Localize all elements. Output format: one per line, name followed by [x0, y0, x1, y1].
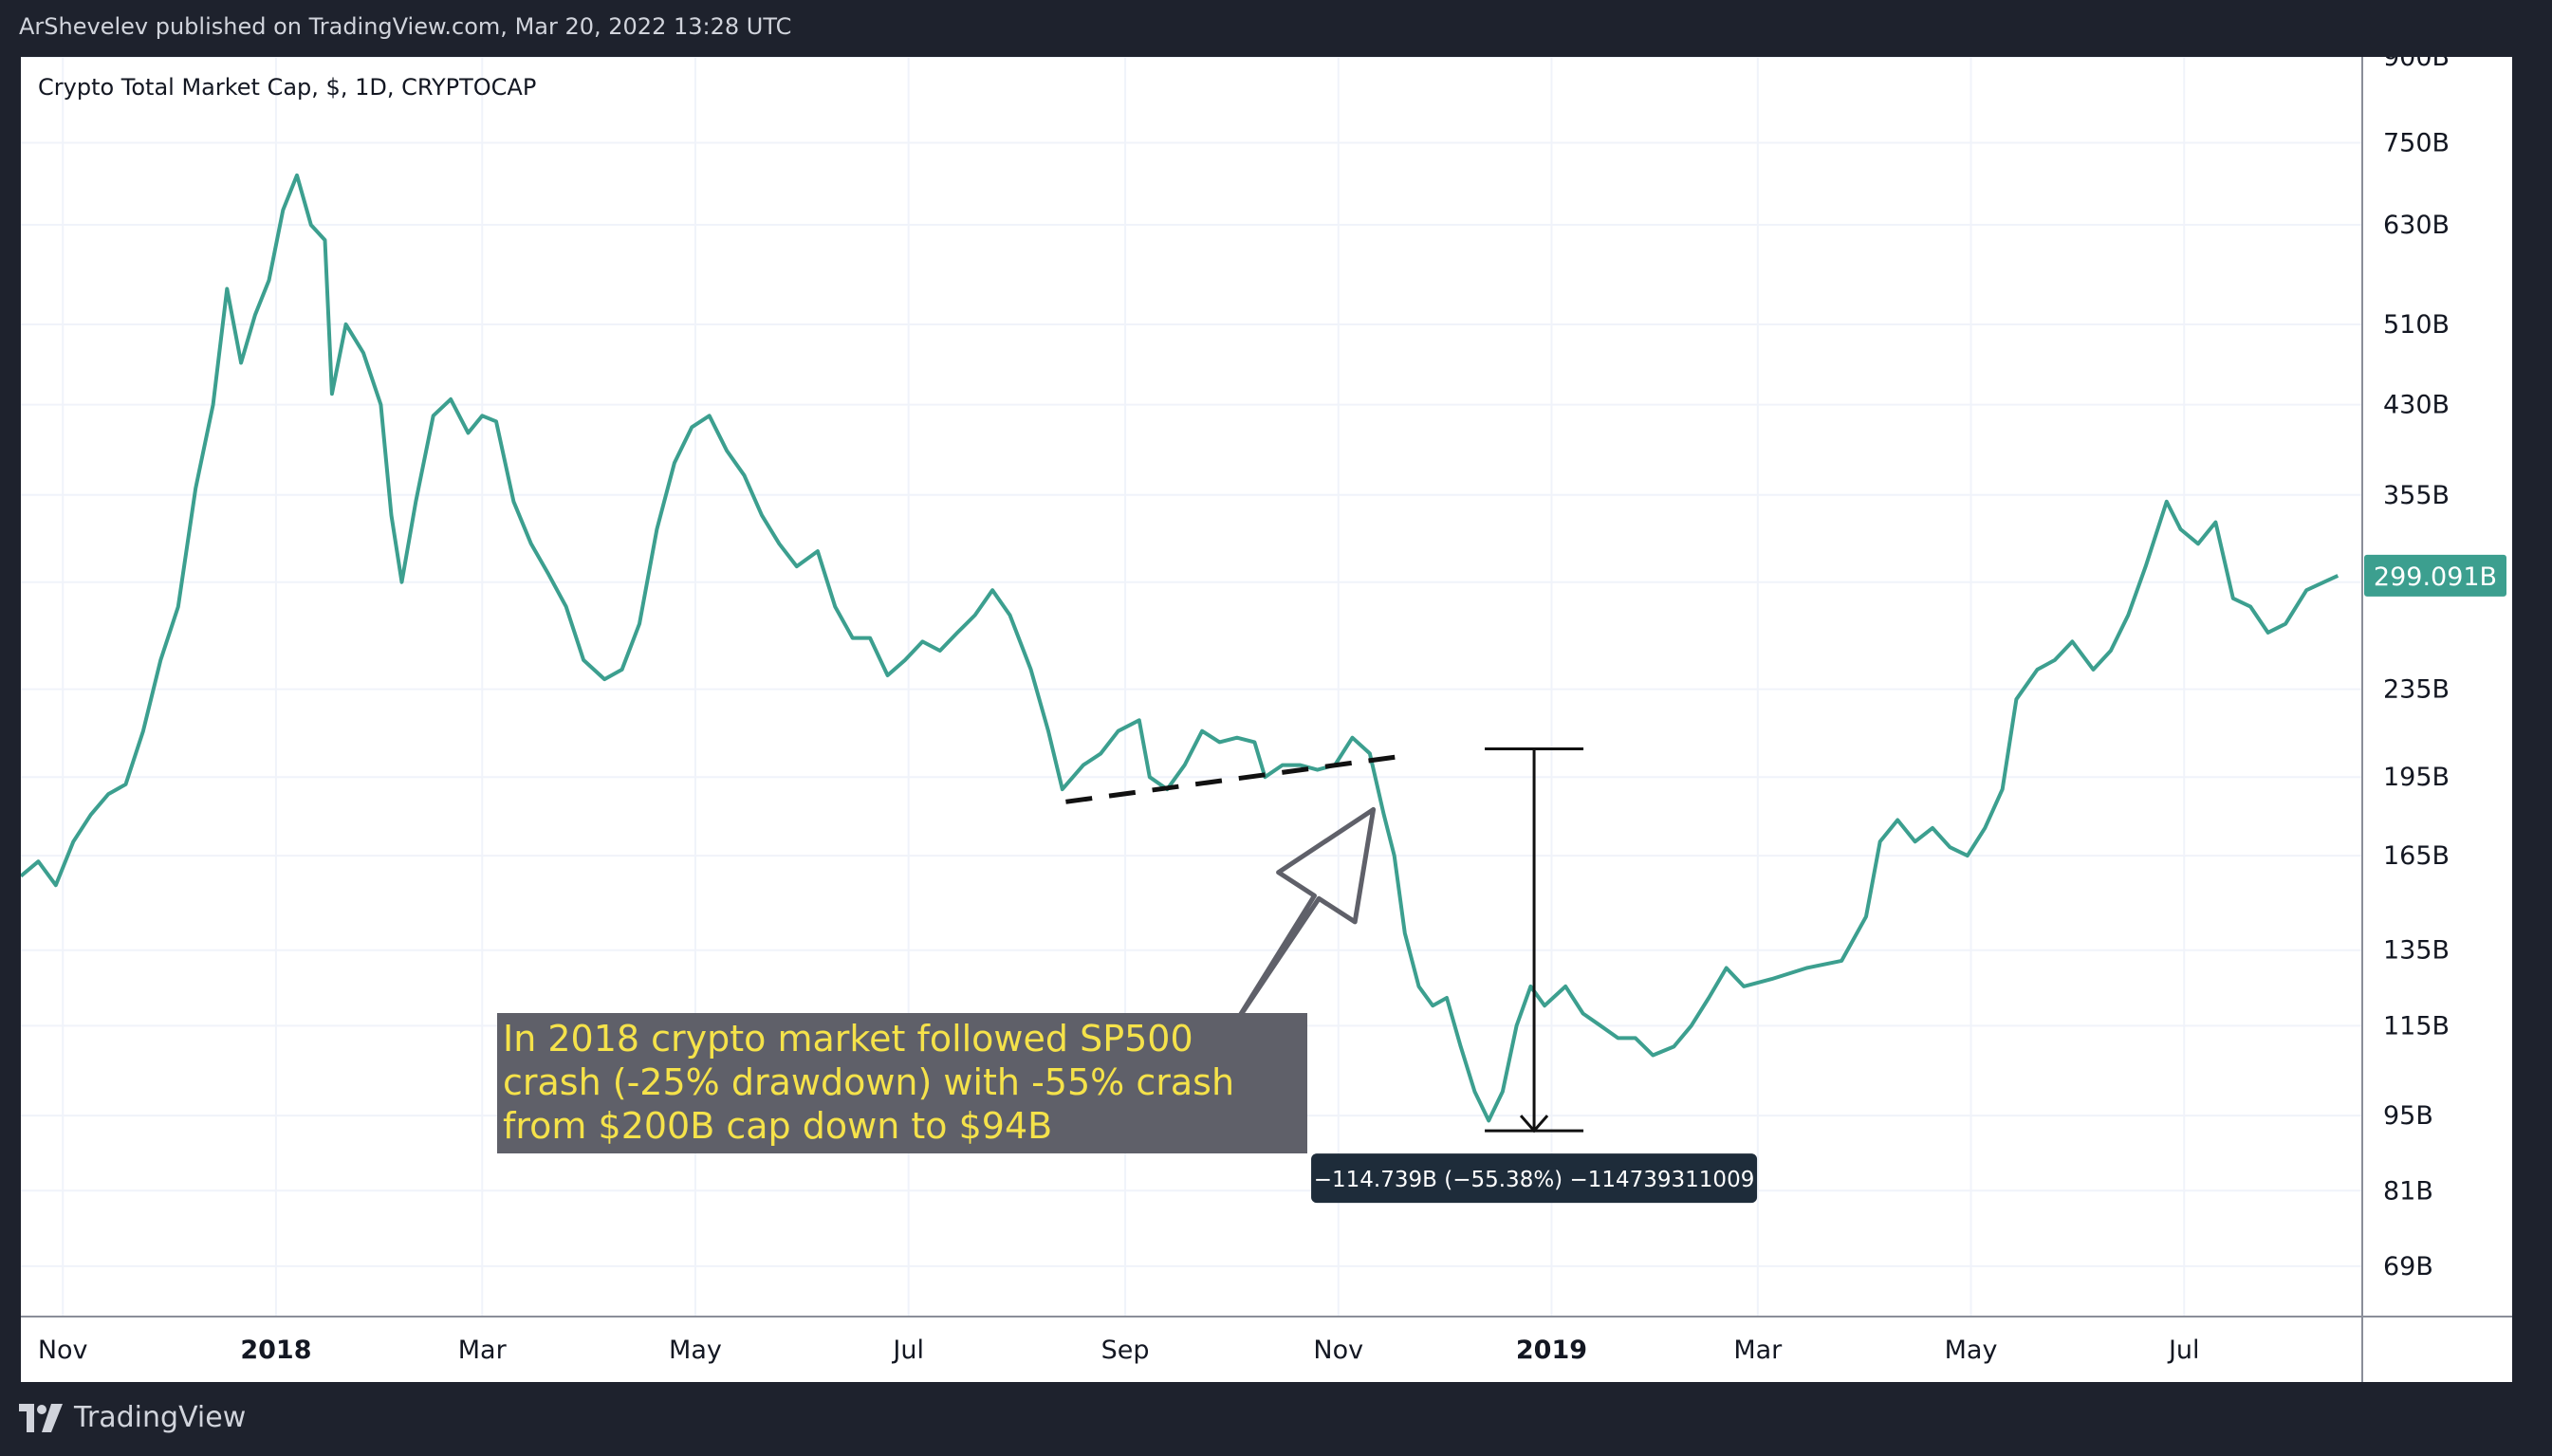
x-tick-label: 2018	[240, 1336, 311, 1365]
x-tick-label: Sep	[1101, 1336, 1150, 1365]
chart-title: Crypto Total Market Cap, $, 1D, CRYPTOCA…	[38, 74, 536, 101]
x-tick-label: Jul	[2167, 1336, 2200, 1365]
chart-area[interactable]: 900B750B630B510B430B355B295B235B195B165B…	[19, 43, 2512, 1382]
y-tick-label: 630B	[2383, 211, 2450, 240]
note-text-line: crash (-25% drawdown) with -55% crash	[503, 1061, 1234, 1103]
y-tick-label: 750B	[2383, 129, 2450, 158]
published-info: ArShevelev published on TradingView.com,…	[19, 13, 792, 40]
y-tick-label: 355B	[2383, 481, 2450, 510]
x-tick-label: May	[1945, 1336, 1998, 1365]
tradingview-brand[interactable]: TradingView	[19, 1401, 246, 1434]
published-bar: ArShevelev published on TradingView.com,…	[0, 0, 2552, 57]
y-tick-label: 69B	[2383, 1252, 2433, 1281]
measure-arrowhead	[1519, 1115, 1549, 1133]
price-range-measure[interactable]: −114.739B (−55.38%) −114739311009	[1311, 747, 1758, 1204]
y-tick-label: 95B	[2383, 1101, 2433, 1131]
note-text-line: In 2018 crypto market followed SP500	[503, 1018, 1193, 1060]
last-value-label: 299.091B	[2374, 562, 2497, 592]
measure-label-box	[1311, 1153, 1758, 1204]
x-tick-label: 2019	[1516, 1336, 1587, 1365]
x-tick-label: Mar	[1733, 1336, 1783, 1365]
measure-label: −114.739B (−55.38%) −114739311009	[1314, 1168, 1755, 1192]
y-tick-label: 135B	[2383, 936, 2450, 966]
arrow-annotation[interactable]	[1230, 806, 1377, 1028]
x-tick-label: May	[669, 1336, 722, 1365]
trendline[interactable]	[1065, 753, 1406, 804]
y-tick-label: 235B	[2383, 675, 2450, 705]
x-tick-label: Nov	[38, 1336, 88, 1365]
y-tick-label: 430B	[2383, 391, 2450, 420]
brand-name: TradingView	[74, 1401, 247, 1434]
y-tick-label: 900B	[2383, 57, 2450, 72]
note-text-line: from $200B cap down to $94B	[503, 1105, 1052, 1147]
y-tick-label: 115B	[2383, 1011, 2450, 1041]
price-chart[interactable]: 900B750B630B510B430B355B295B235B195B165B…	[19, 43, 2512, 1382]
x-tick-label: Jul	[891, 1336, 924, 1365]
y-tick-label: 510B	[2383, 310, 2450, 340]
y-tick-label: 165B	[2383, 841, 2450, 871]
tradingview-logo-icon	[19, 1403, 63, 1432]
last-value-badge	[2364, 554, 2506, 597]
x-tick-label: Nov	[1313, 1336, 1363, 1365]
market-cap-line	[19, 173, 2339, 1123]
y-tick-label: 195B	[2383, 763, 2450, 792]
footer-bar: TradingView	[0, 1382, 2552, 1456]
note-annotation[interactable]: In 2018 crypto market followed SP500cras…	[497, 1013, 1307, 1153]
note-box	[497, 1013, 1307, 1153]
y-tick-label: 81B	[2383, 1176, 2433, 1206]
x-tick-label: Mar	[458, 1336, 508, 1365]
